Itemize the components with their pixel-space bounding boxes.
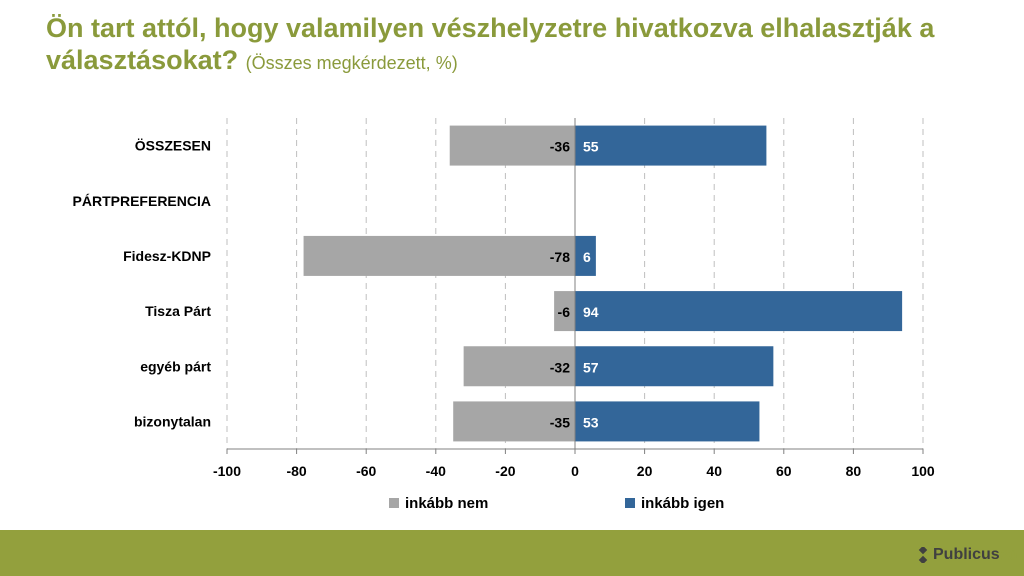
legend-label: inkább igen [641,495,724,512]
data-label: 55 [583,139,599,155]
legend-label: inkább nem [405,495,488,512]
category-label: Tisza Párt [145,303,211,319]
logo-number: 20 [1000,546,1018,564]
data-label: -6 [558,304,571,320]
data-label: -36 [550,139,570,155]
bar-inkabb-nem [303,235,575,276]
data-label: 53 [583,414,599,430]
x-tick-label: -100 [213,463,241,479]
bar-inkabb-igen [575,235,596,276]
bar-inkabb-nem [463,346,575,387]
publicus-logo: Publicus 20 [915,543,1017,567]
data-label: -78 [550,249,570,265]
legend-swatch [389,498,399,508]
bar-inkabb-nem [453,401,575,442]
x-tick-label: 60 [776,463,792,479]
bar-inkabb-igen [575,346,774,387]
x-tick-label: 80 [846,463,862,479]
x-tick-label: 20 [637,463,653,479]
x-tick-label: -60 [356,463,376,479]
data-label: -35 [550,414,570,430]
chart-title: Ön tart attól, hogy valamilyen vészhelyz… [46,12,1006,79]
x-tick-label: 100 [911,463,935,479]
chart: -100 -80 -60 -40 -20 0 20 40 60 80 100 ÖSSZESEN -36 5… [73,118,935,512]
footer-bar [0,530,1024,576]
category-label: Fidesz-KDNP [123,248,211,264]
category-label: bizonytalan [134,413,211,429]
x-tick-label: 40 [706,463,722,479]
x-tick-label: -20 [495,463,515,479]
bar-inkabb-igen [575,291,903,332]
x-tick-label: -80 [286,463,306,479]
title-subtitle: (Összes megkérdezett, %) [245,53,458,73]
logo-mark-icon [915,547,931,563]
category-label: ÖSSZESEN [135,138,211,154]
logo-brand-text: Publicus [933,546,1000,563]
category-label: egyéb párt [140,358,211,374]
x-tick-label: 0 [571,463,579,479]
bar-inkabb-nem [449,125,575,166]
legend-swatch [625,498,635,508]
category-label: PÁRTPREFERENCIA [73,193,211,209]
bar-inkabb-nem [554,291,575,332]
data-label: 6 [583,249,591,265]
bar-inkabb-igen [575,401,760,442]
data-label: 57 [583,359,599,375]
bar-inkabb-igen [575,125,767,166]
title-main: Ön tart attól, hogy valamilyen vészhelyz… [46,13,935,75]
data-label: -32 [550,359,570,375]
x-tick-label: -40 [426,463,446,479]
data-label: 94 [583,304,599,320]
